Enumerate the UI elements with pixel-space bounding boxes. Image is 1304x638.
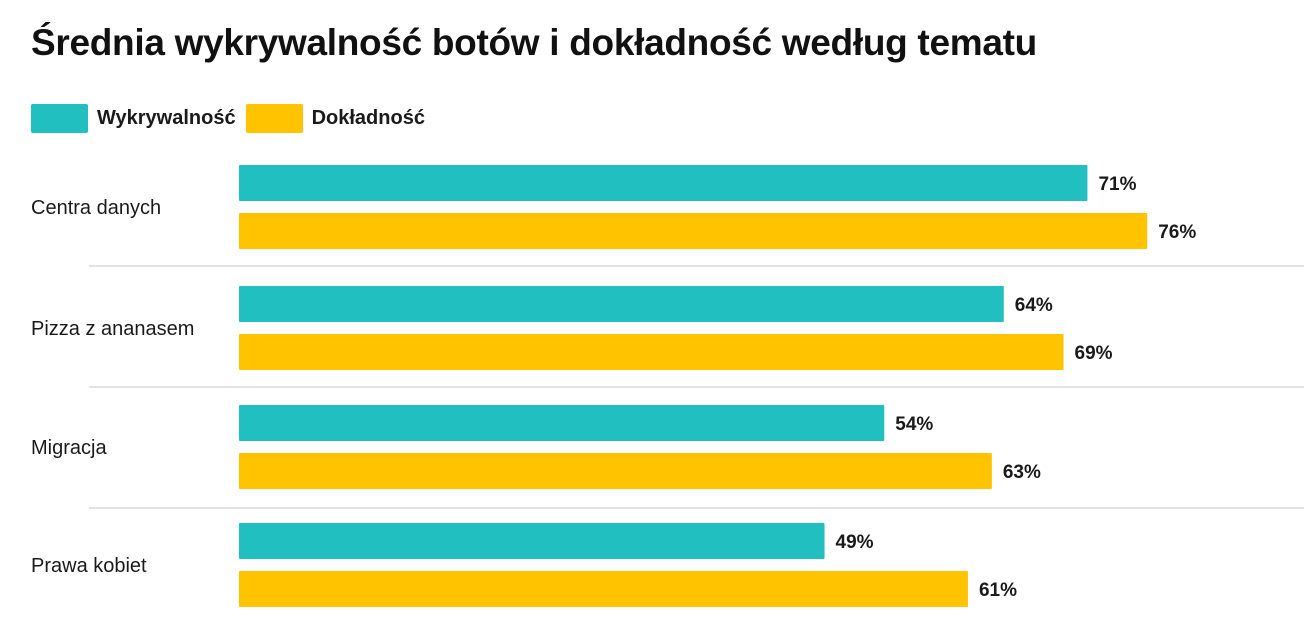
legend-item-accuracy: Dokładność [245, 103, 425, 133]
data-label: 71% [1098, 174, 1136, 195]
category-label: Centra danych [31, 197, 161, 219]
bar-detectability [239, 523, 825, 559]
bar-detectability [239, 405, 885, 441]
category-label: Pizza z ananasem [31, 318, 194, 340]
legend-label-accuracy: Dokładność [311, 106, 425, 129]
legend-swatch-detectability [31, 103, 88, 133]
data-label: 49% [836, 532, 874, 553]
category-label: Prawa kobiet [31, 555, 147, 577]
bar-detectability [239, 165, 1088, 201]
legend-item-detectability: Wykrywalność [31, 103, 236, 133]
legend-swatch-accuracy [245, 103, 303, 133]
data-label: 61% [979, 580, 1017, 601]
legend-label-detectability: Wykrywalność [97, 106, 236, 129]
data-label: 69% [1075, 343, 1113, 364]
bar-detectability [239, 286, 1004, 322]
chart-title: Średnia wykrywalność botów i dokładność … [31, 22, 1037, 63]
data-label: 54% [895, 414, 933, 435]
data-label: 63% [1003, 462, 1041, 483]
bar-accuracy [239, 453, 992, 489]
data-label: 76% [1158, 222, 1196, 243]
bar-accuracy [239, 571, 968, 607]
bar-accuracy [239, 213, 1148, 249]
category-label: Migracja [31, 437, 107, 459]
legend: Wykrywalność Dokładność [31, 103, 435, 133]
data-label: 64% [1015, 295, 1053, 316]
bar-accuracy [239, 334, 1064, 370]
